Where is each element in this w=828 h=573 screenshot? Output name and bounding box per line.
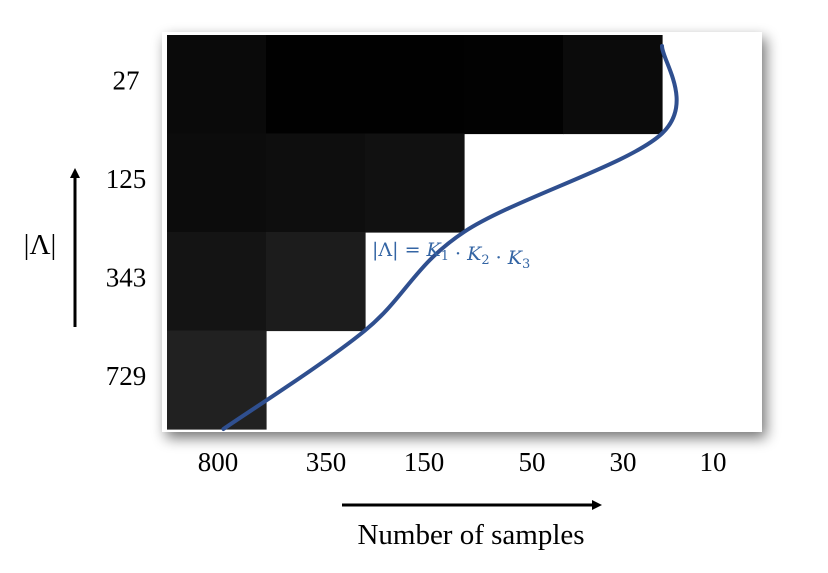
heatmap-cell [167,35,267,135]
heatmap-cell [563,35,663,135]
x-tick-label: 800 [198,447,239,477]
x-tick-label: 350 [306,447,347,477]
heatmap-cell [365,133,465,233]
heatmap-cells [167,35,663,430]
y-tick-label: 729 [106,361,147,391]
heatmap-cell [167,133,267,233]
heatmap-cell [266,35,366,135]
x-tick-labels: 800 350 150 50 30 10 [198,447,727,477]
y-axis-title: |Λ| [24,229,57,261]
heatmap-cell [167,232,267,332]
x-tick-label: 10 [700,447,727,477]
y-tick-label: 27 [113,65,140,95]
trend-curve [221,44,679,431]
x-tick-label: 30 [610,447,637,477]
x-tick-label: 150 [404,447,445,477]
curve-label: |Λ| = K1 · K2 · K3 [372,239,530,272]
y-tick-labels: 27 125 343 729 [106,65,147,391]
heatmap-cell [365,35,465,135]
heatmap-cell [266,133,366,233]
heatmap-cell [266,232,366,332]
heatmap-cell [464,35,564,135]
x-tick-label: 50 [519,447,546,477]
y-tick-label: 343 [106,262,147,292]
y-tick-label: 125 [106,164,147,194]
heatmap-cell [167,330,267,430]
x-axis-title: Number of samples [357,519,584,551]
